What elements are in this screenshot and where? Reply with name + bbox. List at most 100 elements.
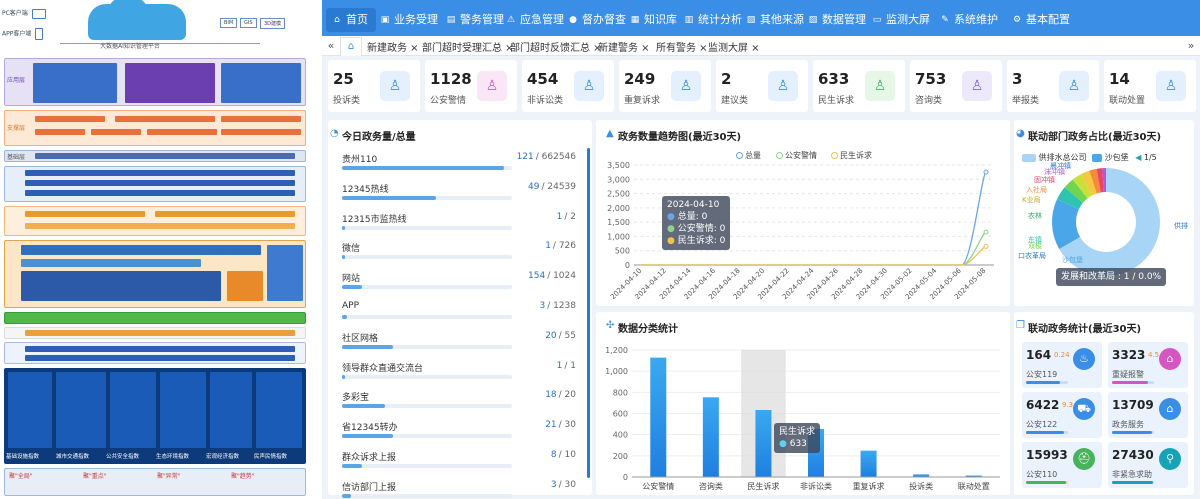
donut-slice xyxy=(1096,168,1104,193)
nav-item[interactable]: ⚠ 应急管理 xyxy=(504,8,564,32)
data-warehouse-band xyxy=(4,240,306,308)
nav-item[interactable]: ✎ 系统维护 xyxy=(938,8,998,32)
stat-card[interactable]: 1128 公安警情 ♙ xyxy=(425,60,517,112)
nav-item[interactable]: ▭ 监测大屏 xyxy=(870,8,930,32)
category-icon: ⚲ xyxy=(1159,448,1181,470)
person-icon: ♙ xyxy=(1156,71,1186,101)
tab[interactable]: 部门超时受理汇总 × xyxy=(422,43,514,54)
legend-item[interactable]: 民生诉求 xyxy=(831,150,872,161)
nav-item[interactable]: ⌂ 首页 xyxy=(326,8,376,32)
progress-fill xyxy=(342,434,393,439)
progress-fill xyxy=(342,285,363,290)
bar xyxy=(650,357,667,477)
category-icon: ♨ xyxy=(1073,348,1095,370)
linkage-card[interactable]: 3323 4.5 重疑报警 ⌂ xyxy=(1108,342,1188,388)
person-icon: ♙ xyxy=(380,71,410,101)
grid-icon: ✣ xyxy=(606,320,615,331)
legend-item[interactable]: 总量 xyxy=(736,150,761,161)
linkage-card[interactable]: 13709 政务服务 ⌂ xyxy=(1108,392,1188,438)
linkage-card[interactable]: 27430 非紧急求助 ⚲ xyxy=(1108,442,1188,488)
tab[interactable]: 新建政务 × xyxy=(367,43,419,54)
nav-label: 知识库 xyxy=(644,13,677,26)
linkage-label: 政务服务 xyxy=(1112,420,1144,429)
stat-card[interactable]: 3 举报类 ♙ xyxy=(1007,60,1099,112)
linkage-label: 非紧急求助 xyxy=(1112,470,1152,479)
tab[interactable]: 监测大屏 × xyxy=(708,43,760,54)
panel-title: ◔ 今日政务量/总量 xyxy=(330,128,416,143)
slice-label: 供排 xyxy=(1174,221,1188,230)
person-icon: ♙ xyxy=(865,71,895,101)
list-item[interactable]: APP 3/ 1238 xyxy=(342,301,576,321)
progress-fill xyxy=(1112,381,1148,384)
tab[interactable]: 部门超时反馈汇总 × xyxy=(510,43,602,54)
stat-card[interactable]: 753 咨询类 ♙ xyxy=(910,60,1002,112)
application-layer: 应用层 xyxy=(4,58,306,106)
nav-item[interactable]: ▤ 警务管理 xyxy=(444,8,504,32)
linkage-value: 3323 xyxy=(1112,348,1146,362)
tab[interactable]: 所有警务 × xyxy=(656,43,708,54)
progress-fill xyxy=(342,315,348,319)
list-item[interactable]: 12345热线 49/ 24539 xyxy=(342,182,576,202)
linkage-card[interactable]: 6422 9.3 公安122 ⛟ xyxy=(1022,392,1102,438)
list-item[interactable]: 网站 154/ 1024 xyxy=(342,271,576,291)
tabs-prev-button[interactable]: « xyxy=(327,39,335,52)
linkage-card[interactable]: 15993 公安110 ⛑ xyxy=(1022,442,1102,488)
progress-track xyxy=(342,315,512,319)
tabs-next-button[interactable]: » xyxy=(1187,39,1195,52)
stat-card[interactable]: 454 非诉讼类 ♙ xyxy=(522,60,614,112)
legend-item[interactable]: 供排水总公司 xyxy=(1038,153,1087,162)
nav-item[interactable]: ▨ 数据管理 xyxy=(806,8,866,32)
stat-card[interactable]: 633 民生诉求 ♙ xyxy=(813,60,905,112)
prev-page-icon[interactable]: ◀ xyxy=(1135,153,1142,162)
panel-title: ▲ 政务数量趋势图(最近30天) xyxy=(606,128,742,143)
list-item[interactable]: 信访部门上报 3/ 30 xyxy=(342,480,576,499)
nav-item[interactable]: ● 督办督查 xyxy=(566,8,626,32)
nav-label: 基本配置 xyxy=(1026,13,1070,26)
home-tab[interactable]: ⌂ xyxy=(340,37,362,56)
x-tick-label: 非诉讼类 xyxy=(800,481,832,491)
nav-label: 统计分析 xyxy=(698,13,742,26)
nav-label: 警务管理 xyxy=(460,13,504,26)
legend-item[interactable]: 公安警情 xyxy=(776,150,817,161)
slice-label: 农林 xyxy=(1028,211,1042,220)
category-icon: ⛟ xyxy=(1073,398,1095,420)
stat-card[interactable]: 25 投诉类 ♙ xyxy=(328,60,420,112)
source-count: 3/ 1238 xyxy=(539,301,576,311)
scrollbar[interactable] xyxy=(587,148,590,478)
list-item[interactable]: 群众诉求上报 8/ 10 xyxy=(342,450,576,470)
stat-card[interactable]: 249 重复诉求 ♙ xyxy=(619,60,711,112)
y-tick-label: 800 xyxy=(613,388,628,397)
list-item[interactable]: 贵州110 121/ 662546 xyxy=(342,152,576,172)
monitor-icon xyxy=(31,8,46,19)
linkage-label: 公安110 xyxy=(1026,470,1058,479)
source-name: 网站 xyxy=(342,274,361,285)
nav-item[interactable]: ▧ 其他来源 xyxy=(744,8,804,32)
y-tick-label: 2,500 xyxy=(607,190,630,199)
chart-icon: ◔ xyxy=(330,128,339,139)
pie-icon: ◕ xyxy=(1016,128,1025,139)
y-tick-label: 3,500 xyxy=(607,161,630,170)
x-tick-label: 民生诉求 xyxy=(747,481,779,491)
category-panel: ✣ 数据分类统计 0 200 400 600 800 1,000 1,200 公安警情 咨询类 民生… xyxy=(596,312,1010,495)
list-item[interactable]: 社区网格 20/ 55 xyxy=(342,331,576,351)
tab[interactable]: 新建警务 × xyxy=(598,43,650,54)
stat-card[interactable]: 2 建议类 ♙ xyxy=(716,60,808,112)
nav-item[interactable]: ▦ 知识库 xyxy=(628,8,677,32)
y-tick-label: 0 xyxy=(623,473,628,482)
linkage-label: 重疑报警 xyxy=(1112,370,1144,379)
list-item[interactable]: 微信 1/ 726 xyxy=(342,241,576,261)
list-item[interactable]: 12315市监热线 1/ 2 xyxy=(342,212,576,232)
stat-label: 公安警情 xyxy=(430,96,467,106)
bar xyxy=(965,475,982,477)
linkage-card[interactable]: 164 0.24 公安119 ♨ xyxy=(1022,342,1102,388)
nav-item[interactable]: ▥ 统计分析 xyxy=(682,8,742,32)
source-name: 社区网格 xyxy=(342,333,379,344)
legend-item[interactable]: 沙包堡 xyxy=(1104,153,1129,162)
nav-item[interactable]: ▣ 业务受理 xyxy=(378,8,438,32)
list-item[interactable]: 领导群众直通交流台 1/ 1 xyxy=(342,361,576,381)
list-item[interactable]: 省12345转办 21/ 30 xyxy=(342,420,576,440)
list-item[interactable]: 多彩宝 18/ 20 xyxy=(342,390,576,410)
nav-item[interactable]: ⚙ 基本配置 xyxy=(1010,8,1070,32)
stat-card[interactable]: 14 联动处置 ♙ xyxy=(1104,60,1196,112)
progress-fill xyxy=(1026,431,1064,434)
